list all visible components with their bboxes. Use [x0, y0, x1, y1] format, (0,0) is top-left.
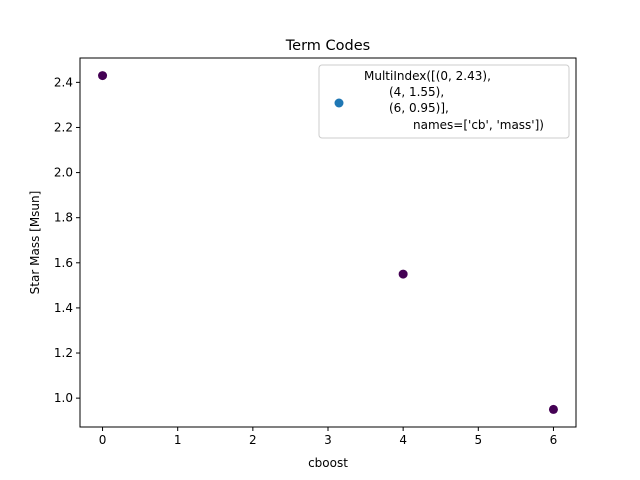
data-point	[98, 71, 108, 81]
y-tick-label: 2.0	[54, 166, 73, 180]
data-point	[398, 269, 408, 279]
x-tick-label: 2	[249, 433, 257, 447]
data-points	[98, 71, 558, 414]
y-tick-label: 1.4	[54, 301, 73, 315]
legend-box	[318, 64, 570, 139]
x-axis-ticks: 0 1 2 3 4 5 6	[99, 427, 558, 447]
chart-title: Term Codes	[285, 38, 370, 54]
y-tick-label: 1.0	[54, 391, 73, 405]
y-tick-label: 1.2	[54, 346, 73, 360]
x-tick-label: 0	[99, 433, 107, 447]
legend-line-4: names=['cb', 'mass'])	[413, 118, 544, 132]
x-tick-label: 1	[174, 433, 182, 447]
x-axis-label: cboost	[308, 456, 348, 470]
legend-line-2: (4, 1.55),	[389, 85, 444, 99]
x-tick-label: 5	[474, 433, 482, 447]
x-tick-label: 3	[324, 433, 332, 447]
plot-frame	[79, 57, 577, 428]
x-tick-label: 6	[550, 433, 558, 447]
y-tick-label: 2.4	[54, 75, 73, 89]
y-tick-label: 1.8	[54, 211, 73, 225]
y-axis-ticks: 1.0 1.2 1.4 1.6 1.8 2.0 2.2 2.4	[54, 75, 80, 405]
legend: MultiIndex([(0, 2.43), (4, 1.55), (6, 0.…	[318, 64, 570, 139]
y-tick-label: 1.6	[54, 256, 73, 270]
legend-line-1: MultiIndex([(0, 2.43),	[364, 69, 491, 83]
x-tick-label: 4	[399, 433, 407, 447]
data-point	[548, 404, 558, 414]
legend-marker	[334, 98, 344, 108]
y-tick-label: 2.2	[54, 120, 73, 134]
legend-line-3: (6, 0.95)],	[389, 101, 449, 115]
y-axis-label: Star Mass [Msun]	[28, 191, 42, 295]
